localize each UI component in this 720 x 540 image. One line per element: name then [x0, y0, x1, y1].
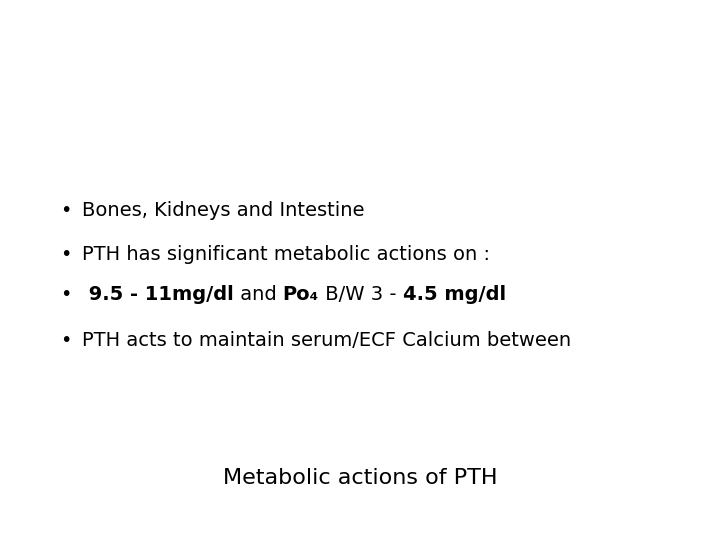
- Text: •: •: [60, 330, 71, 349]
- Text: •: •: [60, 200, 71, 219]
- Text: Metabolic actions of PTH: Metabolic actions of PTH: [222, 468, 498, 488]
- Text: and: and: [234, 286, 283, 305]
- Text: 9.5 - 11mg/dl: 9.5 - 11mg/dl: [82, 286, 234, 305]
- Text: •: •: [60, 286, 71, 305]
- Text: B/W 3 -: B/W 3 -: [319, 286, 402, 305]
- Text: 4.5 mg/dl: 4.5 mg/dl: [402, 286, 506, 305]
- Text: PTH acts to maintain serum/ECF Calcium between: PTH acts to maintain serum/ECF Calcium b…: [82, 330, 571, 349]
- Text: Bones, Kidneys and Intestine: Bones, Kidneys and Intestine: [82, 200, 364, 219]
- Text: PTH has significant metabolic actions on :: PTH has significant metabolic actions on…: [82, 246, 490, 265]
- Text: Po₄: Po₄: [283, 286, 319, 305]
- Text: •: •: [60, 246, 71, 265]
